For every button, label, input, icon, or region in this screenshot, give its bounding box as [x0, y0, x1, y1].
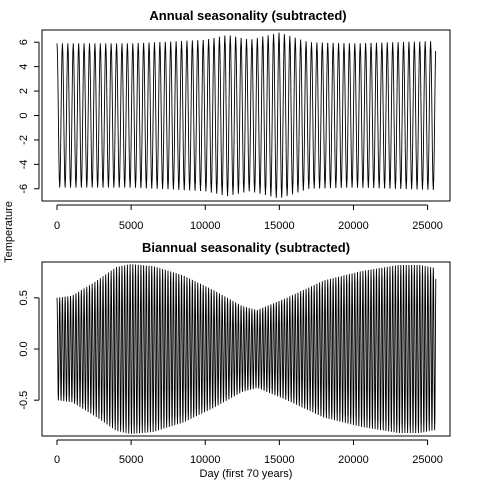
biannual-x-tick-label: 25000	[412, 454, 443, 466]
annual-y-tick-label: -2	[18, 135, 30, 145]
biannual-x-axis: 0 5000 10000 15000 20000 25000	[54, 439, 443, 466]
biannual-x-tick-label: 15000	[264, 454, 295, 466]
annual-y-tick-label: 4	[18, 64, 30, 70]
annual-x-tick-label: 5000	[119, 220, 143, 232]
annual-y-tick-label: 0	[18, 112, 30, 118]
biannual-series-line-0	[56, 264, 437, 434]
biannual-x-tick-label: 5000	[119, 454, 143, 466]
annual-y-tick-label: -4	[18, 159, 30, 169]
annual-y-tick-label: -6	[18, 184, 30, 194]
annual-plot-frame	[41, 29, 451, 202]
x-axis-label: Day (first 70 years)	[200, 468, 293, 480]
annual-panel: Annual seasonality (subtracted) 0 5000 100…	[18, 8, 451, 232]
annual-y-axis: -6 -4 -2 0 2 4 6	[18, 39, 40, 194]
annual-x-tick-label: 20000	[338, 220, 369, 232]
annual-x-tick-label: 10000	[190, 220, 221, 232]
biannual-series	[56, 264, 437, 434]
biannual-y-tick-label: 0.5	[18, 290, 30, 305]
y-axis-label: Temperature	[3, 201, 15, 263]
biannual-y-axis: -0.5 0.0 0.5	[18, 290, 40, 410]
annual-series-line-0	[56, 32, 437, 198]
biannual-x-tick-label: 20000	[338, 454, 369, 466]
biannual-x-tick-label: 0	[54, 454, 60, 466]
annual-y-tick-label: 2	[18, 88, 30, 94]
biannual-y-tick-label: -0.5	[18, 391, 30, 410]
annual-x-tick-label: 25000	[412, 220, 443, 232]
annual-series	[56, 32, 437, 198]
annual-x-tick-label: 15000	[264, 220, 295, 232]
annual-x-tick-label: 0	[54, 220, 60, 232]
annual-x-axis: 0 5000 10000 15000 20000 25000	[54, 204, 443, 232]
annual-title: Annual seasonality (subtracted)	[149, 8, 346, 23]
annual-y-tick-label: 6	[18, 39, 30, 45]
biannual-y-tick-label: 0.0	[18, 341, 30, 356]
biannual-plot-frame	[41, 261, 451, 437]
biannual-panel: Biannual seasonality (subtracted) 0 5000 1…	[18, 240, 451, 466]
biannual-title: Biannual seasonality (subtracted)	[142, 240, 350, 255]
biannual-x-tick-label: 10000	[190, 454, 221, 466]
